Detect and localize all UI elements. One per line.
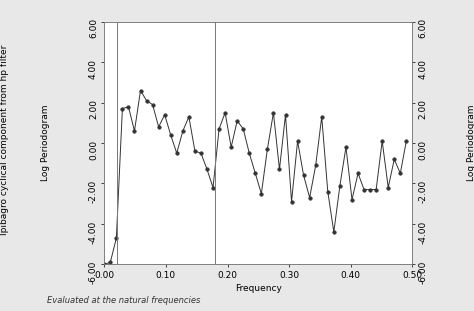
Text: Evaluated at the natural frequencies: Evaluated at the natural frequencies bbox=[47, 296, 201, 305]
Text: Ipibagro cyclical component from hp filter: Ipibagro cyclical component from hp filt… bbox=[0, 45, 9, 235]
Y-axis label: Log Periodogram: Log Periodogram bbox=[41, 105, 50, 181]
X-axis label: Frequency: Frequency bbox=[235, 284, 282, 293]
Y-axis label: Log Periodogram: Log Periodogram bbox=[466, 105, 474, 181]
